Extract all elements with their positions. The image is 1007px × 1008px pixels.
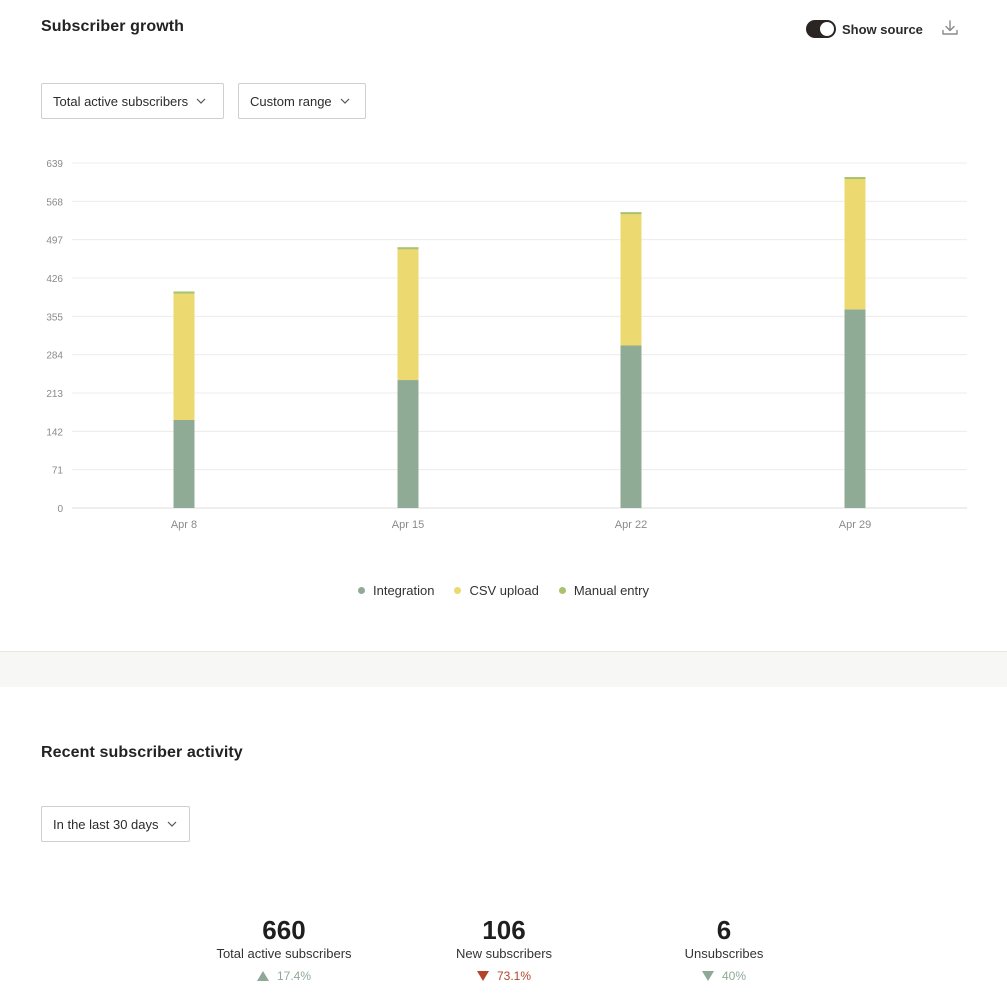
chart-legend: Integration CSV upload Manual entry <box>0 583 1007 598</box>
x-tick-label: Apr 22 <box>615 519 647 531</box>
bar-segment-manual-entry <box>173 291 195 294</box>
stat-change-value: 40% <box>721 969 747 983</box>
legend-item-integration: Integration <box>358 583 434 598</box>
trend-down-icon <box>701 971 714 981</box>
x-tick-label: Apr 8 <box>171 519 197 531</box>
y-tick-label: 355 <box>46 312 63 323</box>
legend-item-csv-upload: CSV upload <box>454 583 539 598</box>
bar-segment-integration <box>620 345 642 508</box>
y-tick-label: 284 <box>46 351 63 362</box>
stat-new-subscribers: 106 New subscribers 73.1% <box>414 915 594 983</box>
legend-label: Manual entry <box>573 583 649 598</box>
x-tick-label: Apr 29 <box>839 519 871 531</box>
trend-down-icon <box>476 971 489 981</box>
show-source-toggle[interactable]: Show source <box>806 18 923 40</box>
y-tick-label: 497 <box>46 236 63 247</box>
activity-range-value: In the last 30 days <box>53 816 159 832</box>
recent-activity-title: Recent subscriber activity <box>41 744 243 761</box>
stat-total-active: 660 Total active subscribers 17.4% <box>194 915 374 983</box>
stat-change: 17.4% <box>194 969 374 983</box>
stat-value: 106 <box>482 915 526 945</box>
toggle-switch[interactable] <box>806 20 836 38</box>
range-dropdown-value: Custom range <box>250 93 332 109</box>
legend-dot <box>558 587 566 594</box>
toggle-knob <box>820 22 834 36</box>
bar-segment-integration <box>173 419 195 508</box>
bar-segment-manual-entry <box>397 247 419 250</box>
y-tick-label: 426 <box>46 274 63 285</box>
stat-label: New subscribers <box>455 946 553 961</box>
bar-segment-csv-upload <box>173 293 195 420</box>
stat-change-value: 17.4% <box>276 969 312 983</box>
trend-up-icon <box>256 971 269 981</box>
stat-label: Total active subscribers <box>216 946 352 961</box>
stat-value: 6 <box>716 915 732 945</box>
y-tick-label: 71 <box>52 466 64 477</box>
x-tick-label: Apr 15 <box>392 519 424 531</box>
section-divider <box>0 651 1007 687</box>
subscriber-growth-panel: Subscriber growth Show source Total acti… <box>0 18 1007 598</box>
y-tick-label: 142 <box>46 427 63 438</box>
bar-segment-manual-entry <box>620 212 642 215</box>
bar-segment-manual-entry <box>844 177 866 180</box>
metric-dropdown[interactable]: Total active subscribers <box>41 83 224 119</box>
stat-change: 40% <box>634 969 814 983</box>
bar-segment-integration <box>397 380 419 508</box>
range-dropdown[interactable]: Custom range <box>238 83 366 119</box>
y-tick-label: 568 <box>46 197 63 208</box>
stat-unsubscribes: 6 Unsubscribes 40% <box>634 915 814 983</box>
legend-label: Integration <box>373 583 435 598</box>
stat-value: 660 <box>262 915 306 945</box>
subscriber-growth-title: Subscriber growth <box>41 18 185 35</box>
y-tick-label: 213 <box>46 389 63 400</box>
chevron-down-icon <box>196 98 206 104</box>
bar-segment-csv-upload <box>844 179 866 310</box>
legend-item-manual-entry: Manual entry <box>558 583 649 598</box>
legend-dot <box>358 587 365 594</box>
stat-label: Unsubscribes <box>684 946 764 961</box>
subscriber-growth-chart: 0 71 142 213 284 355 426 497 568 639 Apr 8 Apr 15 Ap… <box>46 159 967 531</box>
activity-range-dropdown[interactable]: In the last 30 days <box>41 806 190 842</box>
bar-segment-csv-upload <box>397 249 419 381</box>
show-source-label: Show source <box>842 21 923 37</box>
y-tick-label: 0 <box>57 504 63 515</box>
bar-segment-csv-upload <box>620 214 642 346</box>
bar-segment-integration <box>844 309 866 508</box>
chevron-down-icon <box>167 821 176 827</box>
download-icon[interactable] <box>940 18 960 38</box>
recent-activity-panel: Recent subscriber activity In the last 3… <box>0 687 1007 1008</box>
stat-change: 73.1% <box>414 969 594 983</box>
y-tick-label: 639 <box>46 159 63 170</box>
stat-change-value: 73.1% <box>496 969 532 983</box>
legend-dot <box>454 587 462 594</box>
legend-label: CSV upload <box>469 583 539 598</box>
metric-dropdown-value: Total active subscribers <box>53 93 189 109</box>
chevron-down-icon <box>340 98 350 104</box>
